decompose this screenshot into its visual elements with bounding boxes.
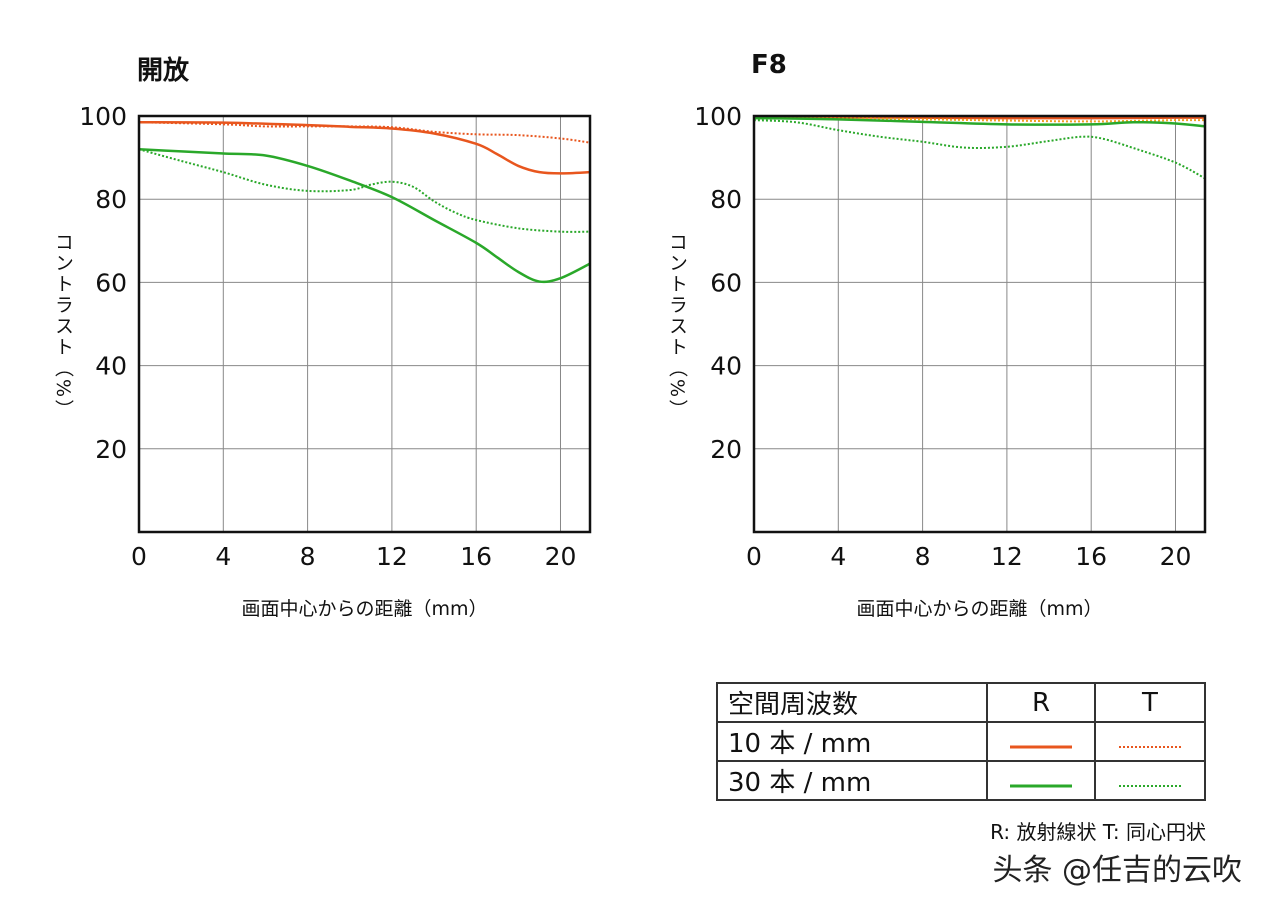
x-tick-label: 8	[300, 542, 316, 571]
y-tick-label: 20	[95, 435, 127, 464]
y-tick-label: 60	[95, 268, 127, 297]
x-tick-label: 20	[1160, 542, 1192, 571]
series-line-2	[753, 116, 1206, 128]
legend-row-30: 30 本 / mm	[716, 760, 988, 801]
x-tick-label: 12	[376, 542, 408, 571]
x-tick-label: 16	[460, 542, 492, 571]
y-tick-label: 40	[95, 352, 127, 381]
y-tick-label: 40	[710, 352, 742, 381]
x-tick-label: 20	[545, 542, 577, 571]
series-line-0	[138, 120, 591, 175]
legend-header: 空間周波数	[716, 682, 988, 723]
y-tick-label: 20	[710, 435, 742, 464]
chart-title-f8: F8	[751, 50, 787, 80]
x-tick-label: 0	[746, 542, 762, 571]
y-tick-label: 60	[710, 268, 742, 297]
x-tick-label: 16	[1075, 542, 1107, 571]
y-tick-label: 100	[694, 102, 742, 131]
y-tick-label: 80	[95, 185, 127, 214]
legend-swatch-30-r	[986, 760, 1096, 801]
plot-frame	[137, 114, 592, 534]
x-tick-label: 4	[830, 542, 846, 571]
x-tick-label: 8	[915, 542, 931, 571]
series-line-1	[138, 121, 591, 144]
chart-title-open: 開放	[137, 56, 190, 86]
legend-table: 空間周波数 R T 10 本 / mm 30 本 / mm	[716, 682, 1206, 801]
legend-swatch-30-t	[1094, 760, 1206, 801]
series-line-3	[753, 119, 1206, 180]
legend-swatch-10-r	[986, 721, 1096, 762]
x-axis-label-left: 画面中心からの距離（mm）	[241, 598, 488, 620]
legend-col-r: R	[986, 682, 1096, 723]
legend-swatch-10-t	[1094, 721, 1206, 762]
rt-note: R: 放射線状 T: 同心円状	[990, 820, 1206, 844]
watermark: 头条 @任吉的云吹	[992, 853, 1242, 888]
y-tick-label: 100	[79, 102, 127, 131]
legend-row-10: 10 本 / mm	[716, 721, 988, 762]
y-tick-label: 80	[710, 185, 742, 214]
plot-frame	[752, 114, 1207, 534]
y-axis-label-left: コントラスト（%）	[52, 232, 74, 421]
legend-col-t: T	[1094, 682, 1206, 723]
x-tick-label: 4	[215, 542, 231, 571]
x-tick-label: 12	[991, 542, 1023, 571]
x-tick-label: 0	[131, 542, 147, 571]
series-line-3	[138, 148, 591, 233]
x-axis-label-right: 画面中心からの距離（mm）	[856, 598, 1103, 620]
series-line-2	[138, 148, 591, 284]
y-axis-label-right: コントラスト（%）	[666, 232, 688, 421]
